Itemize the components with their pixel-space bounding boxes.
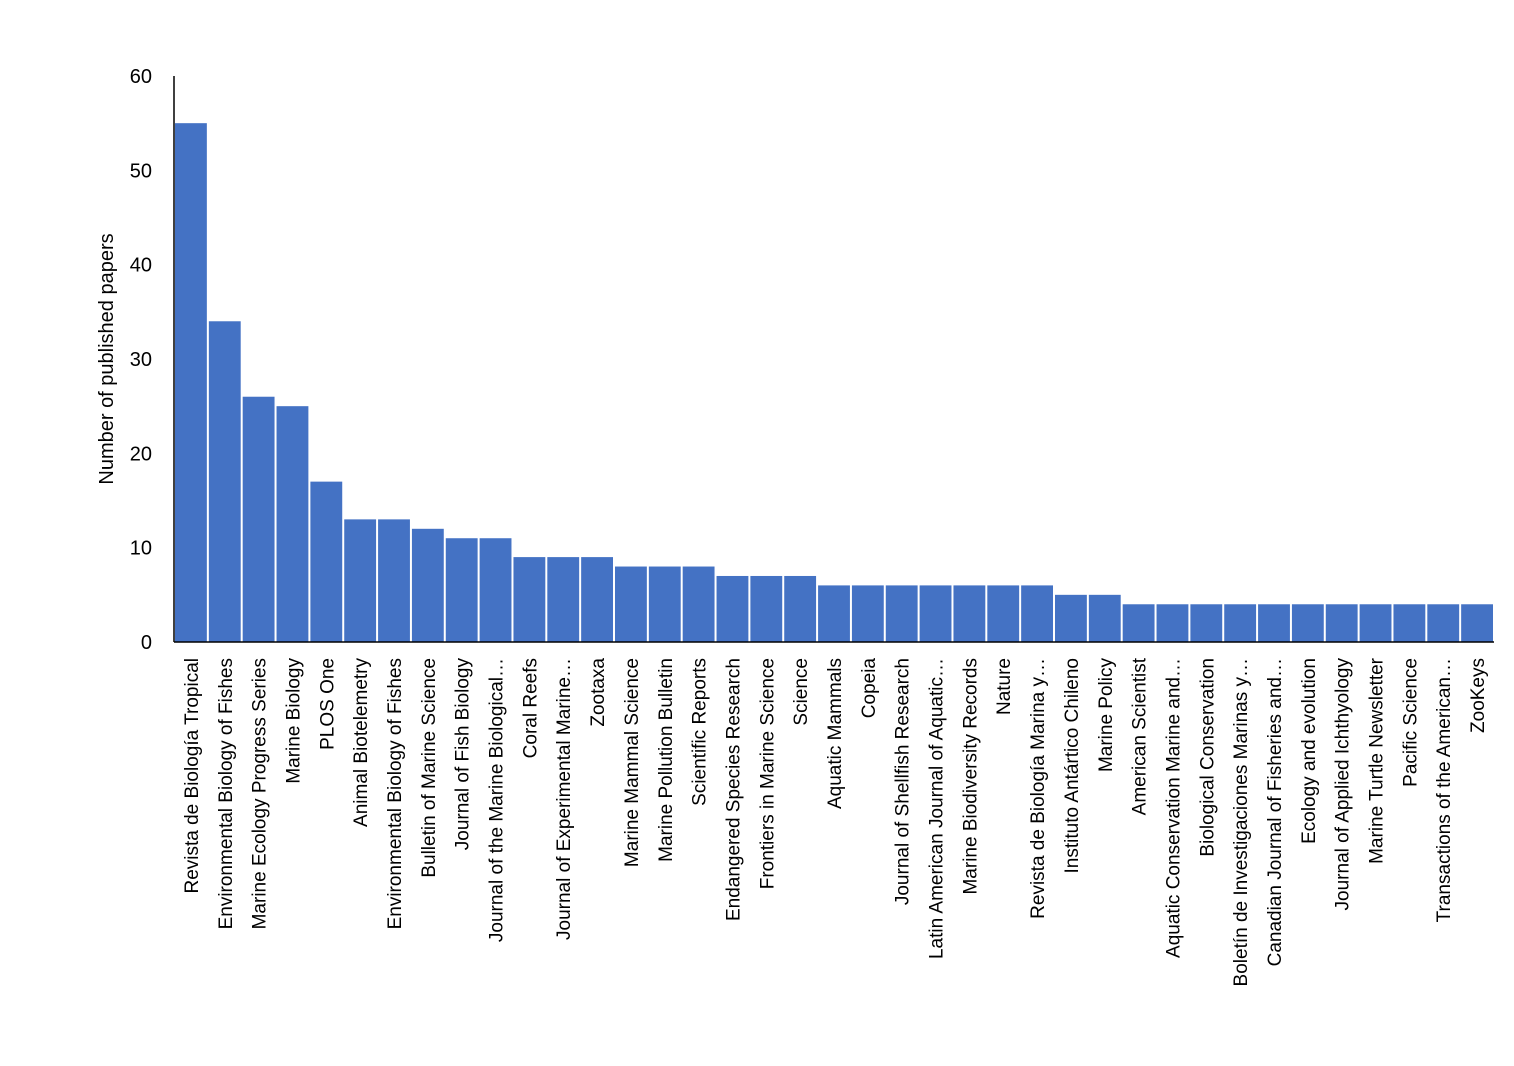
x-tick-label-4: Marine Biology xyxy=(283,658,304,784)
bar-5 xyxy=(310,481,343,642)
bar-30 xyxy=(1156,604,1189,642)
x-tick-label-13: Zootaxa xyxy=(588,658,609,727)
x-tick-label-3: Marine Ecology Progress Series xyxy=(250,658,271,929)
bar-33 xyxy=(1258,604,1290,642)
bar-12 xyxy=(547,557,580,642)
x-tick-label-5: PLOS One xyxy=(317,658,338,750)
bar-16 xyxy=(682,566,715,642)
bar-6 xyxy=(344,519,377,642)
bar-25 xyxy=(987,585,1020,642)
x-tick-label-15: Marine Pollution Bulletin xyxy=(656,658,677,862)
y-tick-label-60: 60 xyxy=(130,66,152,88)
x-tick-label-10: Journal of the Marine Biological… xyxy=(487,658,508,942)
bar-27 xyxy=(1055,594,1087,642)
x-tick-label-22: Journal of Shellfish Research xyxy=(893,658,914,905)
bar-11 xyxy=(513,557,546,642)
x-tick-label-36: Marine Turtle Newsletter xyxy=(1367,657,1388,864)
x-tick-label-21: Copeia xyxy=(859,658,880,719)
bar-32 xyxy=(1224,604,1257,642)
axes-layer xyxy=(173,76,1494,643)
x-tick-label-31: Biological Conservation xyxy=(1197,658,1218,857)
x-tick-label-26: Revista de Biología Marina y… xyxy=(1028,658,1049,919)
x-tick-label-11: Coral Reefs xyxy=(520,658,541,758)
x-tick-labels: Revista de Biología Tropical Environmenta… xyxy=(182,657,1489,986)
x-tick-label-14: Marine Mammal Science xyxy=(622,658,643,867)
bar-21 xyxy=(851,585,884,642)
bar-20 xyxy=(818,585,850,642)
x-tick-label-37: Pacific Science xyxy=(1400,658,1421,787)
x-tick-label-2: Environmental Biology of Fishes xyxy=(216,658,237,929)
bar-36 xyxy=(1359,604,1392,642)
bar-4 xyxy=(276,406,309,642)
x-tick-label-27: Instituto Antártico Chileno xyxy=(1062,658,1083,873)
bar-22 xyxy=(885,585,918,642)
bar-1 xyxy=(175,123,207,643)
bar-17 xyxy=(716,575,749,642)
y-tick-label-50: 50 xyxy=(130,160,152,182)
bar-3 xyxy=(242,396,275,642)
bar-34 xyxy=(1291,604,1324,642)
x-tick-label-33: Canadian Journal of Fisheries and… xyxy=(1265,658,1286,966)
bar-23 xyxy=(919,585,952,642)
x-tick-label-28: Marine Policy xyxy=(1096,658,1117,773)
y-tick-label-10: 10 xyxy=(130,538,152,560)
y-tick-label-20: 20 xyxy=(130,443,152,465)
x-tick-label-23: Latin American Journal of Aquatic… xyxy=(927,658,948,959)
bars-layer xyxy=(175,123,1493,643)
x-tick-label-9: Journal of Fish Biology xyxy=(453,658,474,851)
bar-31 xyxy=(1190,604,1223,642)
bar-8 xyxy=(411,528,444,642)
bar-24 xyxy=(953,585,986,642)
y-tick-label-30: 30 xyxy=(130,349,152,371)
bar-19 xyxy=(784,575,817,642)
x-tick-label-1: Revista de Biología Tropical xyxy=(182,658,203,894)
bar-14 xyxy=(615,566,647,642)
x-tick-label-35: Journal of Applied Ichthyology xyxy=(1333,658,1354,911)
y-tick-label-40: 40 xyxy=(130,255,152,277)
x-tick-label-24: Marine Biodiversity Records xyxy=(960,658,981,895)
x-tick-label-6: Animal Biotelemetry xyxy=(351,658,372,827)
bar-7 xyxy=(378,519,410,642)
x-tick-label-20: Aquatic Mammals xyxy=(825,658,846,809)
bar-15 xyxy=(648,566,681,642)
bar-9 xyxy=(445,538,478,642)
bar-26 xyxy=(1021,585,1053,642)
bar-35 xyxy=(1325,604,1358,642)
y-axis-title: Number of published papers xyxy=(96,233,118,484)
x-tick-label-18: Frontiers in Marine Science xyxy=(757,658,778,889)
x-tick-label-12: Journal of Experimental Marine… xyxy=(554,658,575,940)
x-tick-label-39: ZooKeys xyxy=(1468,658,1489,733)
x-tick-label-34: Ecology and evolution xyxy=(1299,658,1320,844)
bar-38 xyxy=(1427,604,1460,642)
x-tick-label-16: Scientific Reports xyxy=(690,658,711,806)
y-tick-labels: 0 10 20 30 40 50 60 xyxy=(130,66,152,654)
bar-18 xyxy=(750,575,783,642)
x-tick-label-30: Aquatic Conservation Marine and… xyxy=(1163,658,1184,958)
bar-29 xyxy=(1122,604,1155,642)
bar-39 xyxy=(1461,604,1493,642)
bar-28 xyxy=(1088,594,1121,642)
y-tick-label-0: 0 xyxy=(141,632,152,654)
bar-10 xyxy=(479,538,512,642)
bar-2 xyxy=(208,321,241,642)
x-tick-label-32: Boletín de Investigaciones Marinas y… xyxy=(1231,658,1252,986)
x-tick-label-7: Environmental Biology of Fishes xyxy=(385,658,406,929)
x-tick-label-17: Endangered Species Research xyxy=(723,658,744,921)
x-tick-label-8: Bulletin of Marine Science xyxy=(419,658,440,878)
x-tick-label-19: Science xyxy=(791,658,812,726)
bar-13 xyxy=(581,557,613,642)
x-tick-label-25: Nature xyxy=(994,658,1015,715)
x-tick-label-38: Transactions of the American… xyxy=(1434,658,1455,922)
bar-37 xyxy=(1393,604,1426,642)
x-tick-label-29: American Scientist xyxy=(1130,657,1151,815)
